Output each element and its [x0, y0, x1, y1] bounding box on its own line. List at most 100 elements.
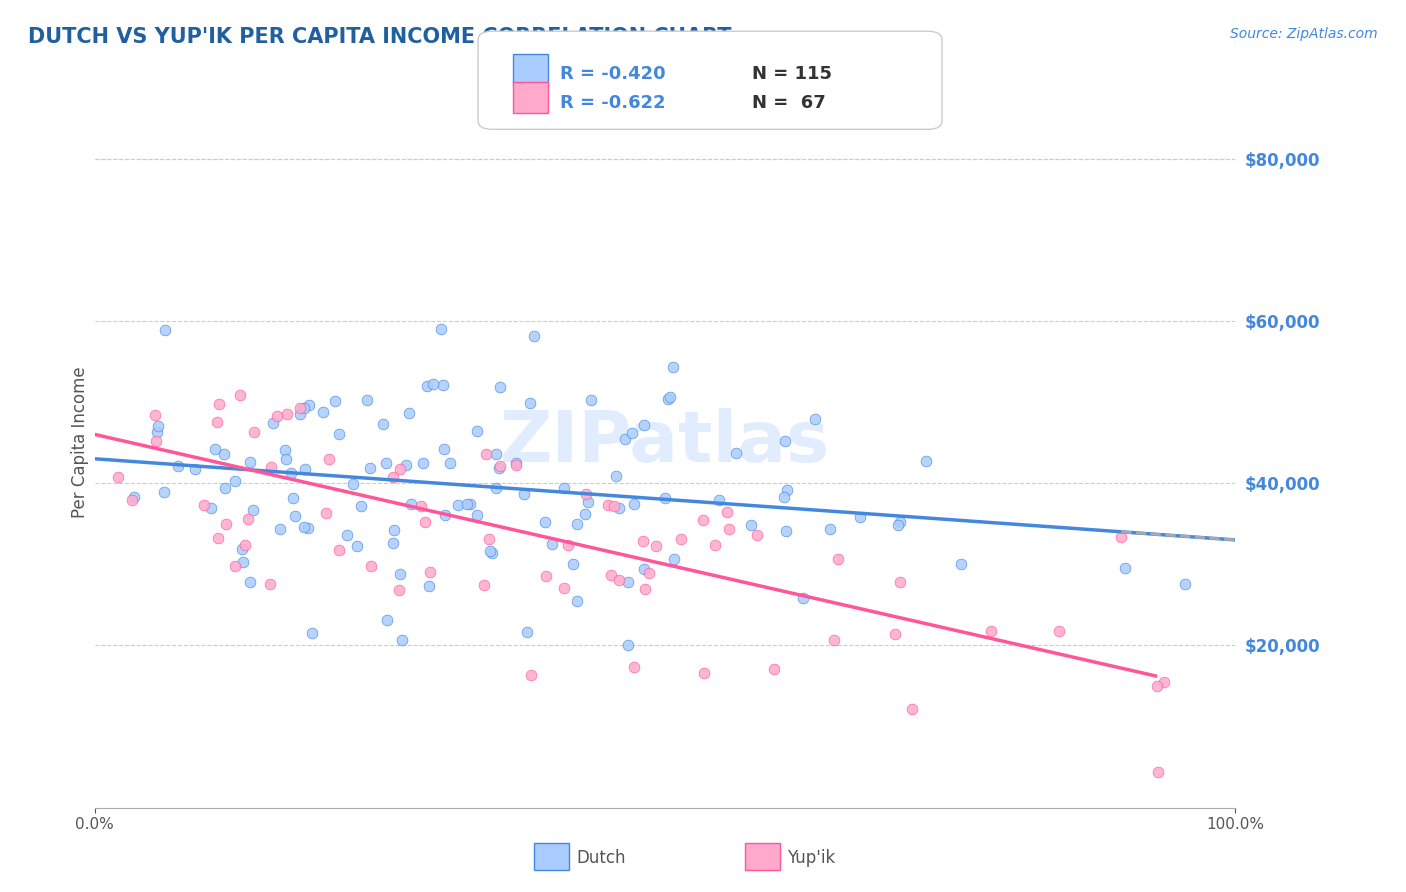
Point	[259, 577, 281, 591]
Point	[214, 481, 236, 495]
Point	[692, 666, 714, 681]
Point	[433, 442, 456, 456]
Point	[346, 539, 368, 553]
Point	[489, 459, 512, 474]
Point	[233, 538, 256, 552]
Point	[519, 396, 541, 410]
Point	[107, 470, 129, 484]
Point	[200, 500, 222, 515]
Point	[315, 506, 337, 520]
Point	[288, 401, 311, 416]
Point	[238, 512, 260, 526]
Point	[273, 443, 295, 458]
Point	[513, 487, 536, 501]
Point	[433, 508, 456, 523]
Point	[553, 581, 575, 595]
Point	[637, 566, 659, 581]
Point	[740, 518, 762, 533]
Point	[818, 522, 841, 536]
Point	[456, 497, 478, 511]
Point	[634, 582, 657, 596]
Point	[262, 416, 284, 430]
Point	[475, 447, 498, 461]
Point	[703, 538, 725, 552]
Point	[121, 493, 143, 508]
Point	[432, 378, 454, 392]
Point	[481, 546, 503, 560]
Text: N = 115: N = 115	[752, 65, 832, 83]
Point	[654, 491, 676, 505]
Point	[772, 490, 794, 504]
Point	[374, 456, 396, 470]
Point	[617, 638, 640, 652]
Point	[395, 458, 418, 473]
Point	[318, 452, 340, 467]
Point	[276, 452, 298, 467]
Text: Source: ZipAtlas.com: Source: ZipAtlas.com	[1230, 27, 1378, 41]
Point	[1047, 624, 1070, 638]
Point	[980, 624, 1002, 638]
Point	[239, 455, 262, 469]
Point	[215, 516, 238, 531]
Point	[212, 447, 235, 461]
Point	[1153, 675, 1175, 690]
Point	[228, 388, 250, 402]
Point	[659, 390, 682, 404]
Point	[409, 499, 432, 513]
Point	[122, 490, 145, 504]
Point	[146, 425, 169, 439]
Point	[224, 474, 246, 488]
Point	[562, 558, 585, 572]
Point	[350, 499, 373, 513]
Point	[419, 565, 441, 579]
Point	[745, 528, 768, 542]
Text: Yup'ik: Yup'ik	[787, 849, 835, 867]
Point	[328, 542, 350, 557]
Point	[301, 626, 323, 640]
Point	[553, 482, 575, 496]
Point	[447, 498, 470, 512]
Point	[792, 591, 814, 605]
Point	[565, 516, 588, 531]
Point	[827, 551, 849, 566]
Point	[458, 497, 481, 511]
Point	[596, 498, 619, 512]
Point	[485, 481, 508, 495]
Point	[152, 485, 174, 500]
Point	[323, 394, 346, 409]
Point	[422, 376, 444, 391]
Point	[284, 508, 307, 523]
Point	[398, 406, 420, 420]
Point	[281, 491, 304, 505]
Text: N =  67: N = 67	[752, 94, 825, 112]
Point	[276, 407, 298, 421]
Point	[849, 509, 872, 524]
Point	[465, 424, 488, 438]
Point	[205, 415, 228, 429]
Point	[472, 578, 495, 592]
Point	[950, 557, 973, 571]
Point	[823, 632, 845, 647]
Point	[183, 462, 205, 476]
Point	[465, 508, 488, 522]
Point	[536, 569, 558, 583]
Point	[359, 460, 381, 475]
Point	[242, 503, 264, 517]
Point	[657, 392, 679, 407]
Point	[600, 567, 623, 582]
Point	[294, 401, 316, 415]
Point	[412, 456, 434, 470]
Point	[298, 398, 321, 412]
Point	[534, 515, 557, 529]
Point	[208, 396, 231, 410]
Point	[775, 524, 797, 538]
Point	[312, 405, 335, 419]
Point	[381, 470, 404, 484]
Point	[478, 532, 501, 546]
Point	[342, 476, 364, 491]
Point	[776, 483, 799, 497]
Point	[889, 574, 911, 589]
Point	[143, 408, 166, 422]
Point	[716, 505, 738, 519]
Point	[389, 462, 412, 476]
